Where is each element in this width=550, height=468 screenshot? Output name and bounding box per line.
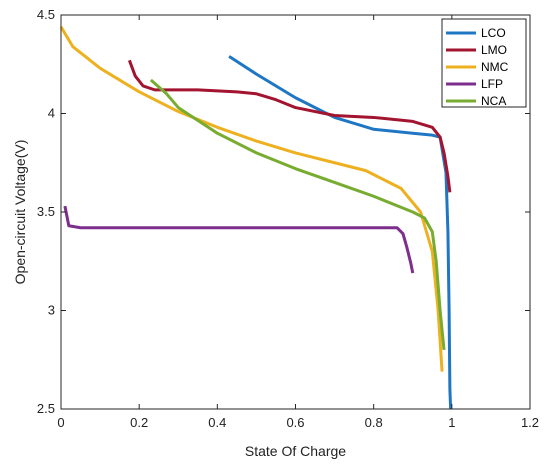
x-tick-label: 0.4 — [208, 415, 226, 430]
series-line-lmo — [127, 59, 452, 193]
series-layer — [59, 26, 453, 410]
tick-layer: 0 0.2 0.4 0.6 0.8 1 1.2 2.5 3 3.5 4 4.5 — [37, 7, 539, 430]
y-tick-label: 2.5 — [37, 401, 55, 416]
legend-label-nmc: NMC — [481, 60, 509, 74]
legend-label-lmo: LMO — [481, 43, 507, 57]
legend: LCO LMO NMC LFP NCA — [441, 18, 527, 108]
x-tick-label: 0.6 — [286, 415, 304, 430]
series-line-nca — [149, 78, 446, 351]
y-tick-label: 4 — [48, 106, 55, 121]
series-line-lfp — [63, 205, 415, 274]
x-tick-label: 1 — [448, 415, 455, 430]
y-axis-label: Open-circuit Voltage(V) — [12, 140, 28, 285]
legend-label-lco: LCO — [481, 26, 506, 40]
y-tick-label: 3 — [48, 303, 55, 318]
series-line-lco — [228, 55, 453, 410]
x-tick-label: 0 — [57, 415, 64, 430]
y-tick-label: 3.5 — [37, 204, 55, 219]
x-tick-label: 1.2 — [521, 415, 539, 430]
x-axis-label: State Of Charge — [245, 443, 346, 459]
series-line-nmc — [59, 26, 444, 372]
y-tick-label: 4.5 — [37, 7, 55, 22]
legend-label-nca: NCA — [481, 94, 506, 108]
x-tick-label: 0.2 — [130, 415, 148, 430]
legend-entries: LCO LMO NMC LFP NCA — [446, 26, 509, 108]
legend-label-lfp: LFP — [481, 77, 503, 91]
plot-frame — [60, 14, 531, 410]
x-tick-label: 0.8 — [365, 415, 383, 430]
